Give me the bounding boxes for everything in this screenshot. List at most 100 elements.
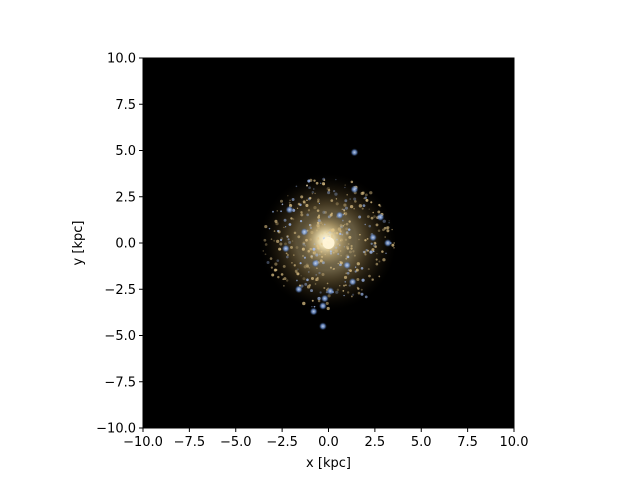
star-speckle [317,226,320,230]
star-speckle [312,247,316,251]
star-speckle [339,244,341,246]
star-speckle [391,228,393,231]
star-speckle [348,235,352,239]
y-tick-label: 2.5 [115,190,136,205]
star-speckle [337,253,340,256]
star-speckle [334,249,338,253]
star-speckle [320,250,323,253]
star-speckle [388,220,390,222]
star-speckle [301,254,305,258]
star-speckle [275,268,278,272]
x-axis-label: x [kpc] [306,456,351,471]
star-speckle [344,206,349,210]
star-speckle [327,189,331,192]
star-speckle [318,202,321,205]
star-speckle [350,244,353,248]
x-tick-label: 2.5 [365,435,386,450]
star-speckle [386,229,390,233]
star-speckle [321,255,324,258]
star-speckle [313,179,316,182]
star-speckle [343,223,346,226]
star-speckle [345,257,348,260]
star-speckle [323,183,326,186]
star-speckle [343,284,346,287]
star-speckle [321,182,326,186]
star-speckle [281,203,284,205]
star-speckle [309,238,313,241]
star-speckle [314,283,317,285]
star-speckle [361,207,364,210]
star-speckle [303,265,307,269]
star-speckle [309,247,313,251]
star-speckle [393,242,396,244]
star-speckle [344,281,346,283]
star-speckle [302,241,306,245]
star-speckle [289,204,291,206]
star-speckle [290,217,293,220]
star-speckle [277,275,280,279]
star-speckle [305,203,309,207]
star-speckle [371,248,375,252]
star-speckle [304,245,306,247]
star-speckle [294,269,298,273]
star-speckle [289,199,291,202]
star-speckle [302,242,306,246]
star-speckle [287,195,289,197]
star-speckle [343,212,346,215]
star-speckle [355,268,359,272]
star-speckle [272,210,274,213]
x-tick-label: 5.0 [411,435,432,450]
star-clump-point [318,322,327,331]
star-clump-point [376,213,385,222]
star-speckle [388,222,390,224]
star-speckle [326,306,330,311]
star-speckle [303,256,306,259]
x-tick-label: 7.5 [457,435,478,450]
star-speckle [343,275,348,280]
star-speckle [353,254,356,257]
star-speckle [319,291,322,294]
star-speckle [316,267,318,269]
star-speckle [369,250,373,254]
star-speckle [360,292,364,296]
star-speckle [303,201,306,205]
x-tick-label: −10.0 [123,435,163,450]
star-speckle [288,240,292,244]
star-speckle [356,277,360,281]
star-clump-point [285,205,294,214]
star-speckle [354,200,357,203]
star-speckle [334,246,338,249]
star-speckle [346,193,349,196]
star-speckle [264,253,267,256]
star-clump-point [281,244,290,253]
star-speckle [357,287,360,290]
star-speckle [286,235,289,238]
star-speckle [282,284,285,287]
star-speckle [282,264,286,268]
star-speckle [328,231,332,234]
star-speckle [306,265,310,268]
star-speckle [333,189,336,193]
star-speckle [309,226,313,230]
star-speckle [326,248,330,252]
star-speckle [302,200,306,204]
star-speckle [339,230,342,233]
star-speckle [356,262,360,266]
star-speckle [319,259,323,263]
star-speckle [340,225,343,229]
star-speckle [393,246,395,249]
star-speckle [344,238,348,241]
star-speckle [385,226,389,230]
star-speckle [350,247,353,250]
star-speckle [287,238,290,241]
star-speckle [349,204,354,209]
star-speckle [345,284,347,286]
star-speckle [273,230,276,232]
star-speckle [313,305,316,308]
star-speckle [350,180,354,184]
star-speckle [336,288,340,292]
star-speckle [287,254,289,256]
star-speckle [352,250,355,253]
star-speckle [291,198,295,201]
